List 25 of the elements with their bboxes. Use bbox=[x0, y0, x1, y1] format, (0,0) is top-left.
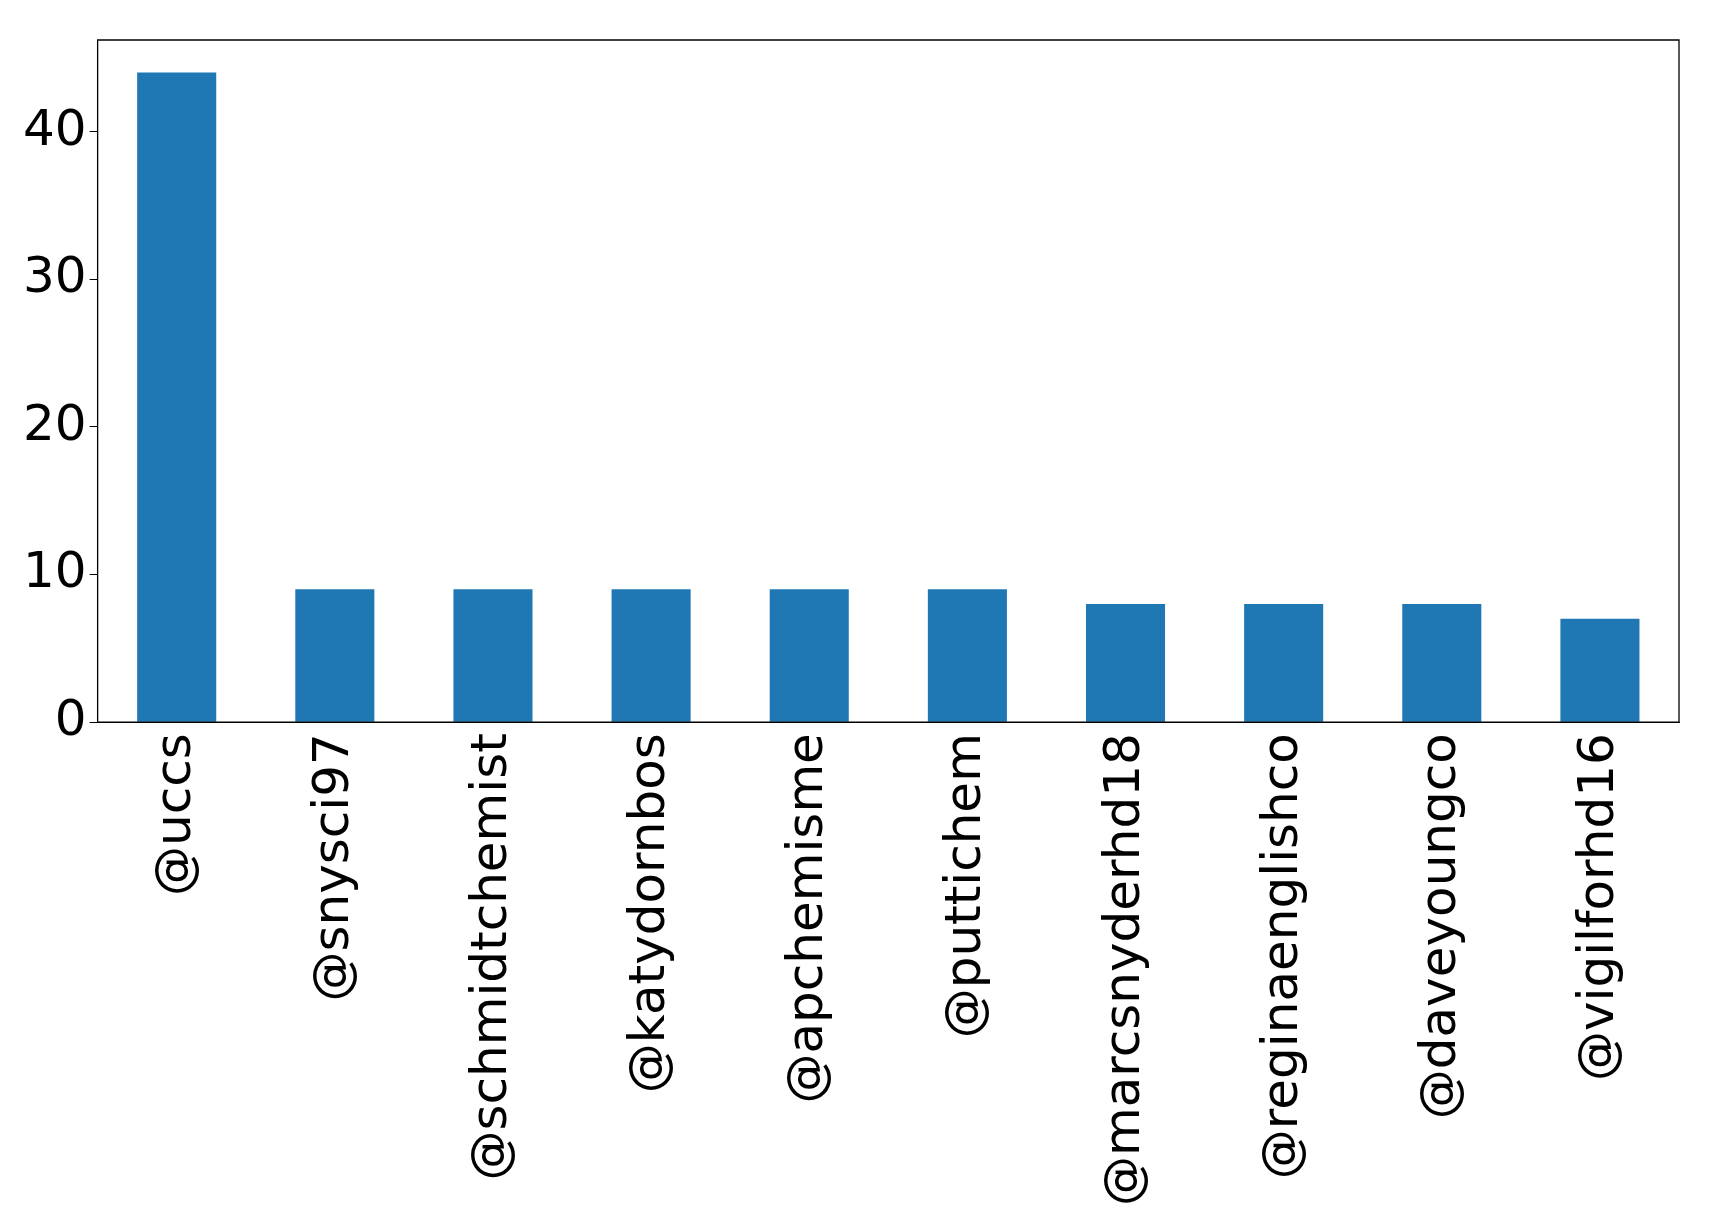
x-tick-label: @apchemisme bbox=[776, 733, 835, 1104]
bar bbox=[137, 72, 217, 722]
bar bbox=[1402, 604, 1482, 722]
bar bbox=[1560, 618, 1640, 722]
bar bbox=[611, 589, 691, 722]
x-tick-label: @daveyoungco bbox=[1408, 733, 1467, 1120]
x-tick-label: @marcsnyderhd18 bbox=[1092, 733, 1151, 1207]
x-tick-label: @reginaenglishco bbox=[1250, 733, 1309, 1180]
x-tick-label: @vigilforhd16 bbox=[1566, 733, 1625, 1082]
y-tick-label: 20 bbox=[23, 393, 87, 452]
x-tick-label: @snysci97 bbox=[301, 733, 360, 1002]
bar bbox=[927, 589, 1007, 722]
bar bbox=[769, 589, 849, 722]
x-tick-label: @schmidtchemist bbox=[459, 733, 518, 1181]
bar bbox=[1085, 604, 1166, 722]
bar bbox=[453, 589, 533, 722]
bar bbox=[1244, 604, 1324, 722]
y-tick-label: 10 bbox=[23, 541, 87, 600]
y-tick-label: 40 bbox=[23, 98, 87, 157]
x-tick-label: @katydornbos bbox=[618, 733, 677, 1094]
x-tick-label: @puttichem bbox=[934, 733, 993, 1039]
bar bbox=[295, 589, 375, 722]
y-tick-label: 30 bbox=[23, 246, 87, 305]
x-tick-label: @uccs bbox=[143, 733, 202, 896]
y-tick-label: 0 bbox=[54, 689, 87, 748]
